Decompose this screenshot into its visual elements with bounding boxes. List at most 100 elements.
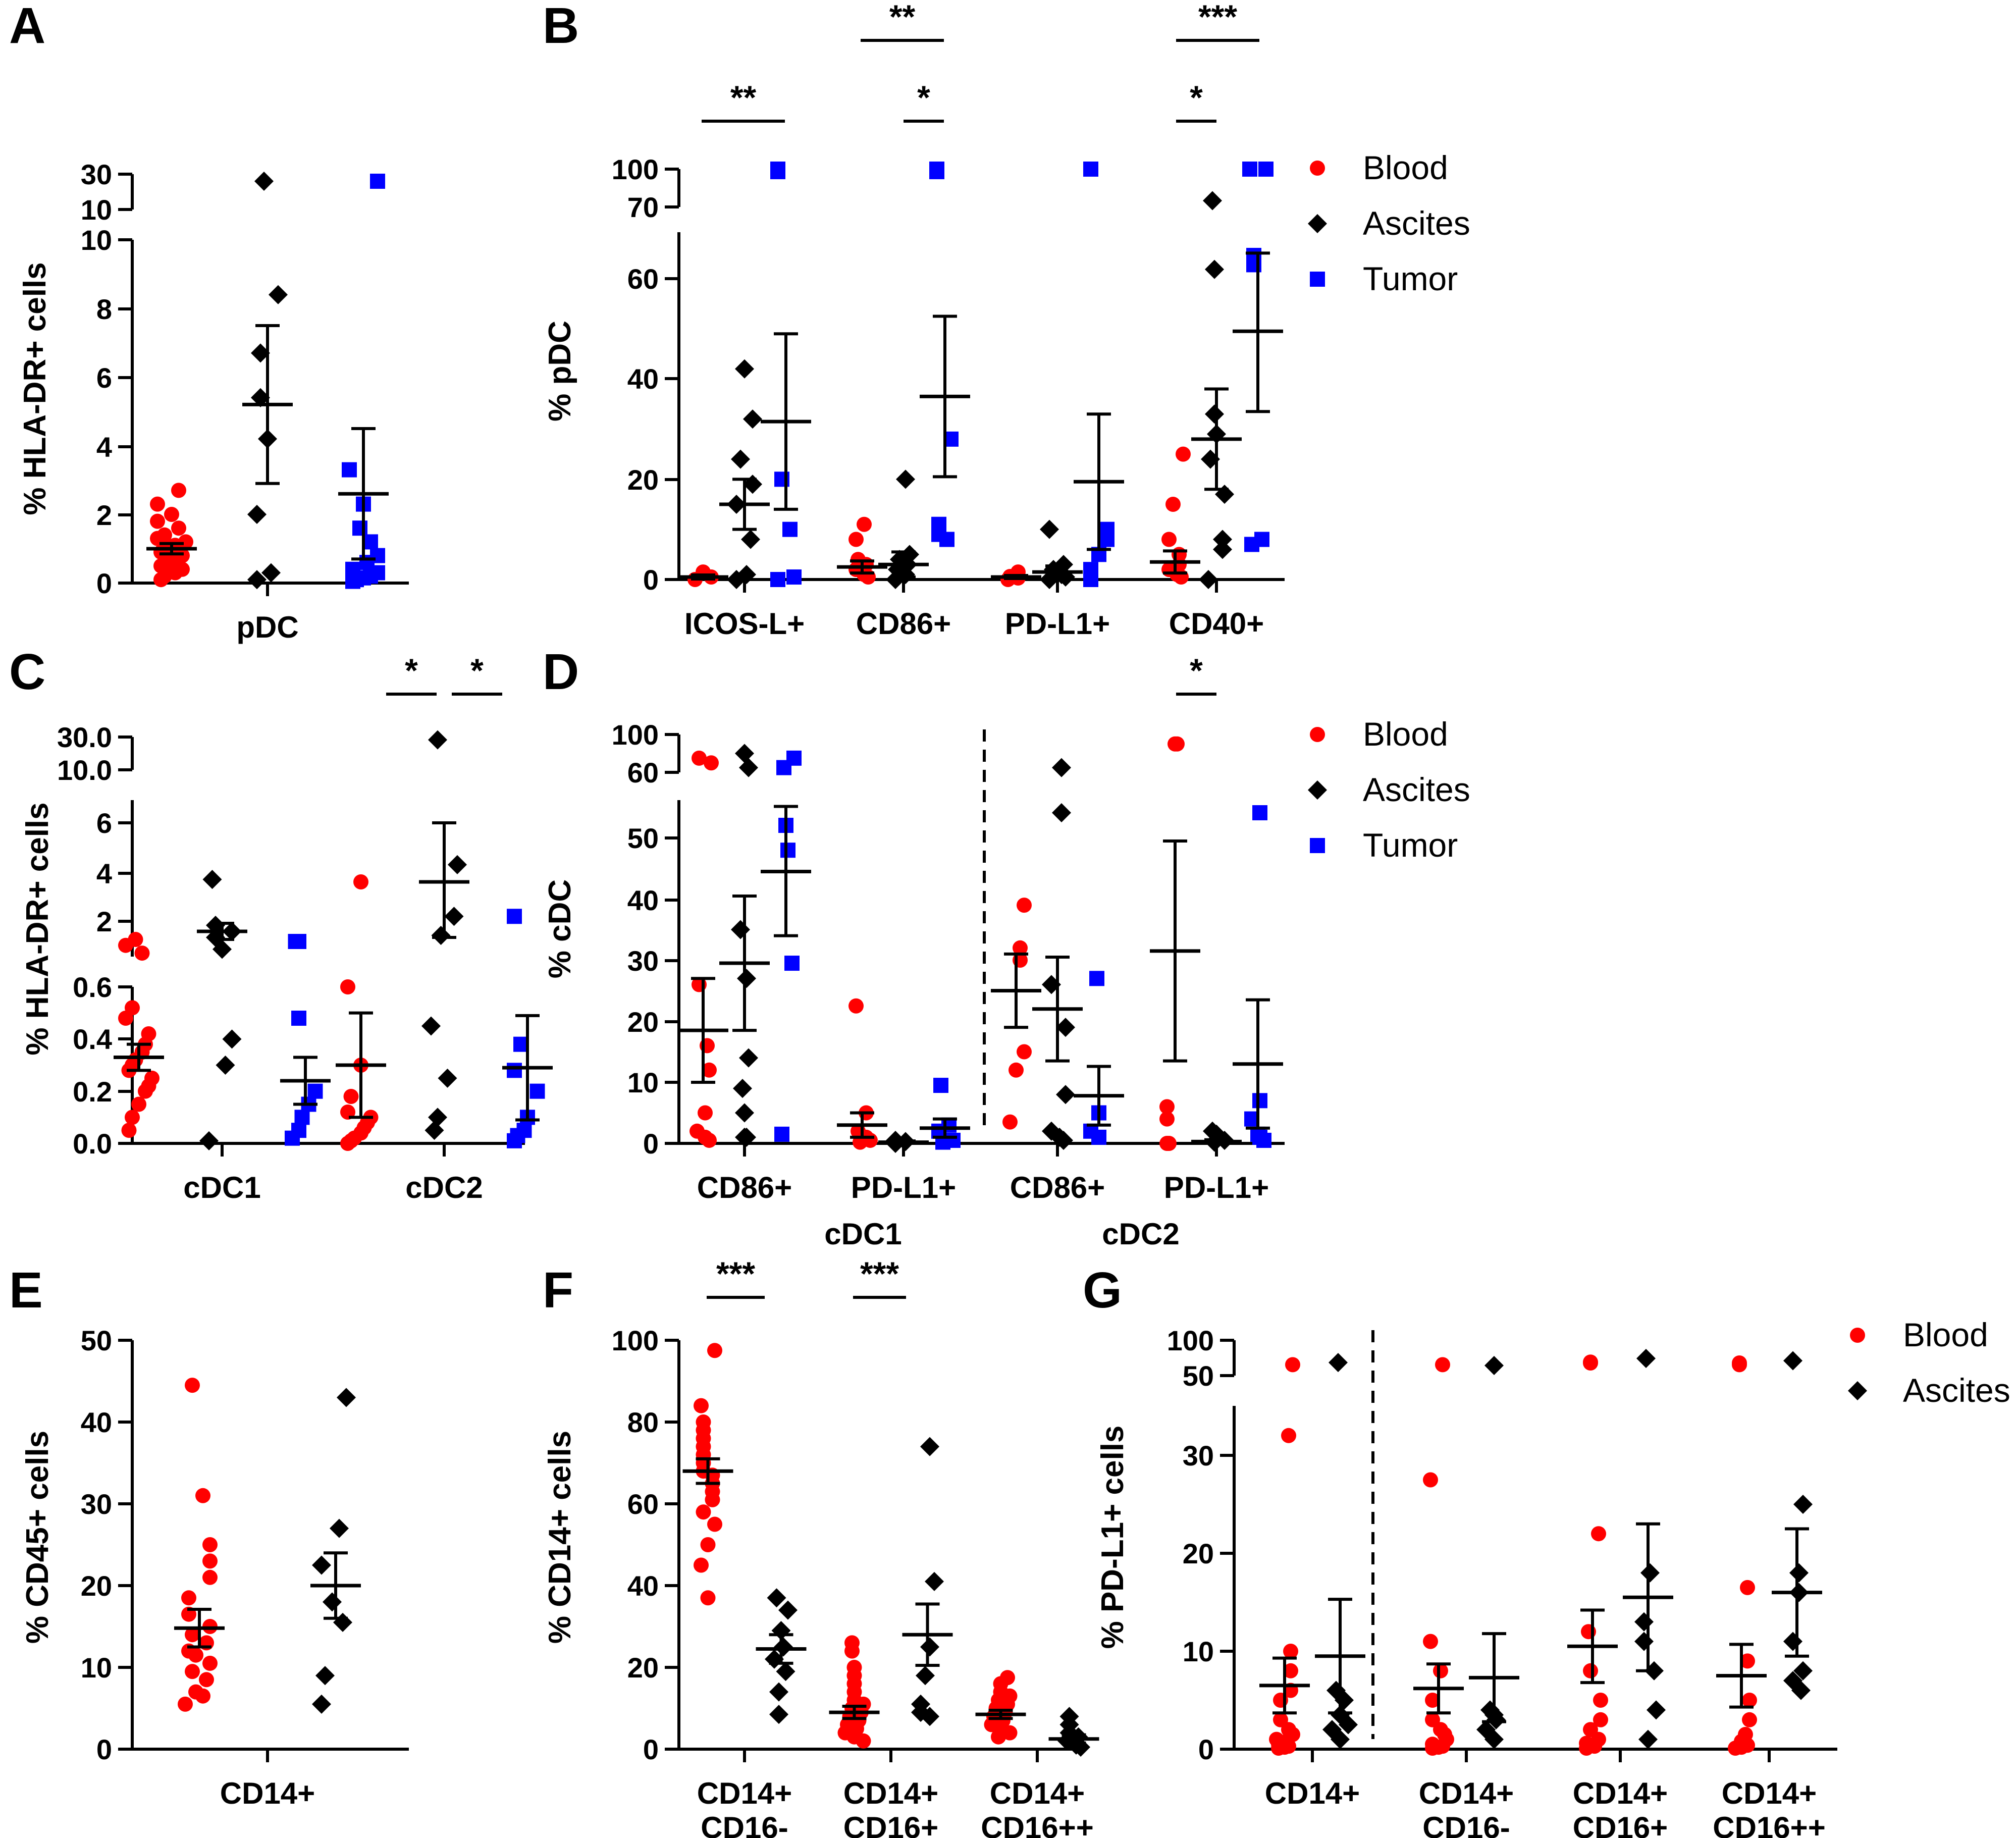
data-point: [307, 1083, 323, 1099]
data-point: [1783, 1351, 1802, 1371]
data-point: [1647, 1700, 1666, 1720]
y-tick-label: 0: [643, 1734, 659, 1765]
group-label: cDC2: [1102, 1217, 1179, 1251]
x-tick-label: CD14+: [697, 1776, 792, 1810]
data-point: [1254, 532, 1269, 547]
data-point: [181, 1590, 196, 1606]
data-point: [438, 1068, 457, 1088]
y-tick-label: 10: [627, 1067, 659, 1098]
data-point: [945, 1132, 961, 1148]
data-point: [199, 1672, 214, 1688]
significance-stars: ***: [1198, 0, 1237, 35]
data-point: [202, 1553, 218, 1569]
data-point: [247, 570, 267, 590]
data-point: [428, 1108, 447, 1127]
data-point: [342, 462, 357, 478]
x-tick-label: CD14+: [220, 1776, 315, 1810]
legend-marker: [1310, 161, 1325, 176]
y-tick-label: 50: [627, 822, 659, 854]
data-point: [1789, 1563, 1809, 1583]
data-point: [1738, 1726, 1753, 1742]
x-tick-label: CD14+: [843, 1776, 938, 1810]
data-point: [1176, 446, 1191, 462]
data-point: [1252, 805, 1267, 820]
x-tick-label: CD16-: [701, 1811, 788, 1838]
x-tick-label: CD16++: [1713, 1811, 1825, 1838]
data-point: [1213, 530, 1232, 549]
y-tick-label: 40: [627, 363, 659, 395]
data-point: [737, 565, 756, 585]
data-point: [770, 572, 785, 587]
data-point: [770, 162, 785, 177]
data-point: [291, 934, 306, 949]
data-point: [1583, 1354, 1598, 1370]
data-point: [857, 516, 872, 532]
data-point: [1329, 1353, 1348, 1373]
data-point: [421, 1016, 441, 1036]
data-point: [1783, 1632, 1802, 1651]
data-point: [694, 1557, 709, 1573]
legend-label: Ascites: [1903, 1372, 2010, 1409]
data-point: [933, 1078, 948, 1093]
data-point: [1083, 162, 1098, 177]
y-tick-label: 0: [1198, 1734, 1214, 1765]
data-point: [164, 507, 179, 522]
significance-stars: *: [470, 652, 484, 689]
data-point: [195, 1488, 210, 1503]
data-point: [178, 1696, 193, 1712]
data-point: [1269, 1731, 1284, 1747]
data-point: [1002, 1114, 1018, 1130]
data-point: [144, 1070, 160, 1086]
x-tick-label: CD16-: [1422, 1811, 1510, 1838]
data-point: [786, 569, 802, 585]
data-point: [920, 1437, 939, 1456]
data-point: [698, 1105, 713, 1121]
y-tick-label: 6: [96, 362, 112, 394]
data-point: [312, 1694, 331, 1714]
legend-marker: [1310, 727, 1325, 742]
y-tick-label: 80: [627, 1406, 659, 1438]
y-tick-label: 70: [627, 191, 659, 223]
data-point: [737, 969, 756, 988]
data-point: [370, 174, 385, 189]
data-point: [1484, 1356, 1504, 1376]
y-tick-label: 60: [627, 757, 659, 789]
y-tick-label: 100: [1167, 1325, 1214, 1356]
data-point: [769, 1682, 788, 1702]
y-tick-label: 4: [96, 431, 112, 463]
data-point: [1591, 1526, 1606, 1542]
data-point: [702, 1062, 717, 1078]
data-point: [1170, 736, 1185, 752]
data-point: [134, 946, 150, 961]
data-point: [1793, 1495, 1813, 1514]
data-point: [1052, 803, 1071, 822]
panel-letter: G: [1083, 1262, 1122, 1319]
x-tick-label: PD-L1+: [1005, 607, 1110, 641]
panel-letter: C: [9, 644, 45, 700]
data-point: [689, 1123, 705, 1139]
x-tick-label: CD16++: [981, 1811, 1093, 1838]
y-tick-label: 30: [1183, 1440, 1214, 1472]
data-point: [743, 409, 762, 429]
y-tick-label: 0: [643, 564, 659, 596]
data-point: [150, 496, 165, 512]
data-point: [780, 843, 795, 858]
legend-marker: [1848, 1381, 1867, 1400]
group-label: cDC1: [824, 1217, 901, 1251]
x-tick-label: CD14+: [1722, 1776, 1817, 1810]
y-axis-label: % PD-L1+ cells: [1095, 1426, 1130, 1649]
x-tick-label: CD86+: [1010, 1171, 1105, 1204]
data-point: [131, 1096, 146, 1112]
x-tick-label: CD86+: [697, 1171, 792, 1204]
data-point: [1593, 1693, 1608, 1708]
data-point: [1199, 570, 1218, 589]
data-point: [735, 1103, 754, 1123]
data-point: [1433, 1663, 1448, 1678]
data-point: [1583, 1722, 1598, 1738]
data-point: [251, 343, 270, 363]
data-point: [1636, 1349, 1656, 1368]
data-point: [1740, 1653, 1755, 1669]
panel-letter: F: [543, 1262, 573, 1319]
x-tick-label: ICOS-L+: [684, 607, 805, 641]
